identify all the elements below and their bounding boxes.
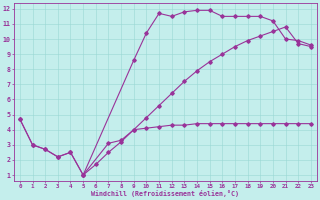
X-axis label: Windchill (Refroidissement éolien,°C): Windchill (Refroidissement éolien,°C) — [92, 190, 239, 197]
